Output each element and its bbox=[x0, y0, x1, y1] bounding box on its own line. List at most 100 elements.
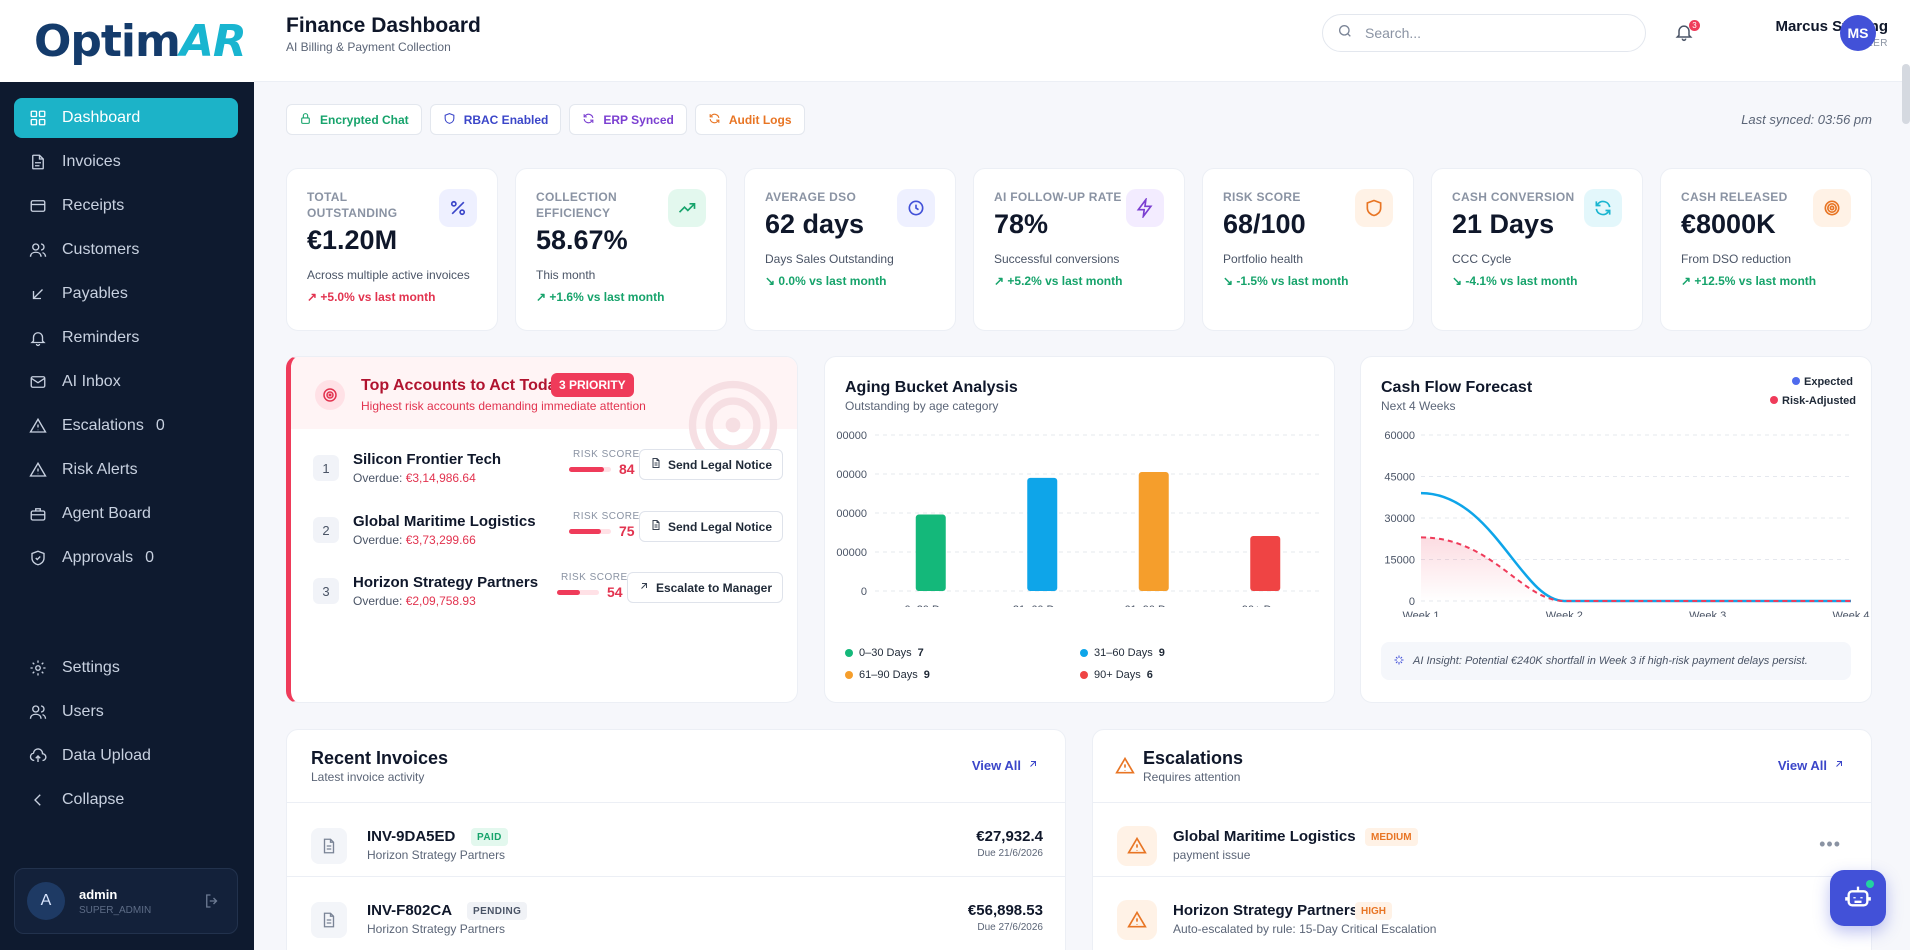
sidebar-item-customers[interactable]: Customers bbox=[14, 230, 238, 270]
badge-encrypted-chat[interactable]: Encrypted Chat bbox=[286, 104, 422, 135]
logout-icon[interactable] bbox=[203, 892, 221, 910]
sidebar-item-ai-inbox[interactable]: AI Inbox bbox=[14, 362, 238, 402]
alert-triangle-icon bbox=[1117, 900, 1157, 940]
escalations-card: Escalations Requires attention View All … bbox=[1092, 729, 1872, 950]
risk-score-bar bbox=[557, 590, 599, 595]
sidebar-item-label: Payables bbox=[62, 285, 128, 302]
sidebar-item-receipts[interactable]: Receipts bbox=[14, 186, 238, 226]
top-account-row[interactable]: 1 Silicon Frontier Tech Overdue: €3,14,9… bbox=[313, 443, 783, 495]
list-item[interactable]: Horizon Strategy Partners HIGH Auto-esca… bbox=[1117, 890, 1849, 946]
badge-erp-synced[interactable]: ERP Synced bbox=[569, 104, 687, 135]
target-icon bbox=[1813, 189, 1851, 227]
sidebar-item-label: Escalations bbox=[62, 417, 144, 434]
grid-icon bbox=[28, 108, 48, 128]
risk-score-label: RISK SCORE bbox=[573, 449, 640, 460]
send-legal-notice-button[interactable]: Send Legal Notice bbox=[638, 511, 783, 542]
invoice-amount: €27,932.4 bbox=[976, 828, 1043, 845]
y-tick-label: 60000 bbox=[1384, 430, 1415, 442]
user-info: admin SUPER_ADMIN bbox=[79, 887, 151, 916]
invoice-customer: Horizon Strategy Partners bbox=[367, 922, 506, 936]
page-scrollbar[interactable] bbox=[1902, 64, 1910, 124]
view-all-invoices-link[interactable]: View All bbox=[972, 758, 1039, 773]
ai-assistant-button[interactable] bbox=[1830, 870, 1886, 926]
aging-bucket-card: Aging Bucket Analysis Outstanding by age… bbox=[824, 356, 1335, 703]
kpi-value: €1.20M bbox=[307, 225, 398, 255]
kpi-desc: This month bbox=[536, 268, 596, 282]
sidebar-user-card[interactable]: A admin SUPER_ADMIN bbox=[14, 868, 238, 934]
notifications-button[interactable]: 3 bbox=[1674, 20, 1700, 44]
legend-item: 0–30 Days 7 bbox=[845, 647, 924, 659]
document-icon bbox=[650, 519, 668, 534]
users-icon bbox=[28, 702, 48, 722]
y-tick-label: 15000 bbox=[1384, 555, 1415, 567]
kpi-card-cash-conversion[interactable]: CASH CONVERSION 21 Days CCC Cycle ↘ -4.1… bbox=[1431, 168, 1643, 331]
kpi-label: COLLECTION EFFICIENCY bbox=[536, 190, 617, 220]
sidebar-item-label: AI Inbox bbox=[62, 373, 121, 390]
more-options-icon[interactable]: ••• bbox=[1819, 834, 1841, 854]
sidebar-collapse-button[interactable]: Collapse bbox=[14, 780, 238, 820]
kpi-row: TOTAL OUTSTANDING €1.20M Across multiple… bbox=[286, 168, 1872, 331]
sidebar-item-risk-alerts[interactable]: Risk Alerts bbox=[14, 450, 238, 490]
sidebar-item-label: Agent Board bbox=[62, 505, 151, 522]
header-avatar[interactable]: MS bbox=[1840, 15, 1876, 51]
lock-icon bbox=[299, 112, 320, 128]
legend-dot bbox=[845, 649, 853, 657]
send-legal-notice-button[interactable]: Send Legal Notice bbox=[638, 449, 783, 480]
kpi-card-total-outstanding[interactable]: TOTAL OUTSTANDING €1.20M Across multiple… bbox=[286, 168, 498, 331]
sidebar-item-data-upload[interactable]: Data Upload bbox=[14, 736, 238, 776]
recent-invoices-subtitle: Latest invoice activity bbox=[311, 770, 425, 784]
kpi-desc: Across multiple active invoices bbox=[307, 268, 470, 282]
divider bbox=[1093, 876, 1871, 877]
search-box[interactable] bbox=[1322, 14, 1646, 52]
header: Finance Dashboard AI Billing & Payment C… bbox=[254, 0, 1910, 82]
sidebar-item-escalations[interactable]: Escalations 0 bbox=[14, 406, 238, 446]
sidebar-item-approvals[interactable]: Approvals 0 bbox=[14, 538, 238, 578]
kpi-trend: ↘ -4.1% vs last month bbox=[1452, 274, 1578, 288]
divider bbox=[287, 876, 1065, 877]
shield-icon bbox=[1355, 189, 1393, 227]
shield-icon bbox=[443, 112, 464, 128]
table-row[interactable]: INV-F802CA PENDING Horizon Strategy Part… bbox=[311, 890, 1043, 946]
account-name: Silicon Frontier Tech bbox=[353, 451, 502, 468]
table-row[interactable]: INV-9DA5ED PAID Horizon Strategy Partner… bbox=[311, 816, 1043, 872]
kpi-card-average-dso[interactable]: AVERAGE DSO 62 days Days Sales Outstandi… bbox=[744, 168, 956, 331]
x-tick-label: 90+ Days bbox=[1242, 604, 1289, 607]
cash-flow-line-chart: 0 15000 30000 45000 60000 Week 1 Week 2 Week 3 W… bbox=[1384, 376, 1869, 617]
badge-label: RBAC Enabled bbox=[463, 112, 549, 127]
legend-label: Expected bbox=[1804, 376, 1853, 388]
arrow-up-right-icon bbox=[638, 580, 656, 595]
badge-rbac-enabled[interactable]: RBAC Enabled bbox=[429, 104, 562, 135]
bar bbox=[1250, 536, 1281, 591]
legend-dot bbox=[1080, 671, 1088, 679]
sidebar-item-invoices[interactable]: Invoices bbox=[14, 142, 238, 182]
rank-number: 2 bbox=[313, 517, 339, 543]
sidebar-item-payables[interactable]: Payables bbox=[14, 274, 238, 314]
sidebar-item-settings[interactable]: Settings bbox=[14, 648, 238, 688]
kpi-value: 68/100 bbox=[1223, 209, 1306, 239]
list-item[interactable]: Global Maritime Logistics MEDIUM payment… bbox=[1117, 816, 1849, 872]
badge-label: Audit Logs bbox=[728, 112, 792, 127]
logo[interactable]: OptimAR bbox=[0, 0, 254, 82]
sidebar-item-dashboard[interactable]: Dashboard bbox=[14, 98, 238, 138]
sidebar-item-users[interactable]: Users bbox=[14, 692, 238, 732]
top-account-row[interactable]: 3 Horizon Strategy Partners Overdue: €2,… bbox=[313, 566, 783, 618]
sidebar-item-reminders[interactable]: Reminders bbox=[14, 318, 238, 358]
top-account-row[interactable]: 2 Global Maritime Logistics Overdue: €3,… bbox=[313, 505, 783, 557]
kpi-card-cash-released[interactable]: CASH RELEASED €8000K From DSO reduction … bbox=[1660, 168, 1872, 331]
search-input[interactable] bbox=[1365, 25, 1625, 41]
kpi-card-ai-followup-rate[interactable]: AI FOLLOW-UP RATE 78% Successful convers… bbox=[973, 168, 1185, 331]
view-all-escalations-link[interactable]: View All bbox=[1778, 758, 1845, 773]
sidebar-item-agent-board[interactable]: Agent Board bbox=[14, 494, 238, 534]
kpi-card-collection-efficiency[interactable]: COLLECTION EFFICIENCY 58.67% This month … bbox=[515, 168, 727, 331]
escalate-to-manager-button[interactable]: Escalate to Manager bbox=[626, 572, 783, 603]
kpi-desc: Days Sales Outstanding bbox=[765, 252, 894, 266]
sidebar-item-label: Customers bbox=[62, 241, 140, 258]
top-accounts-title: Top Accounts to Act Today bbox=[361, 377, 566, 394]
badge-audit-logs[interactable]: Audit Logs bbox=[694, 104, 805, 135]
kpi-card-risk-score[interactable]: RISK SCORE 68/100 Portfolio health ↘ -1.… bbox=[1202, 168, 1414, 331]
mail-icon bbox=[28, 372, 48, 392]
invoice-due: Due 21/6/2026 bbox=[977, 848, 1043, 859]
sidebar-item-label: Approvals bbox=[62, 549, 134, 566]
escalation-name: Global Maritime Logistics bbox=[1173, 828, 1356, 845]
sidebar-item-label: Invoices bbox=[62, 153, 121, 170]
